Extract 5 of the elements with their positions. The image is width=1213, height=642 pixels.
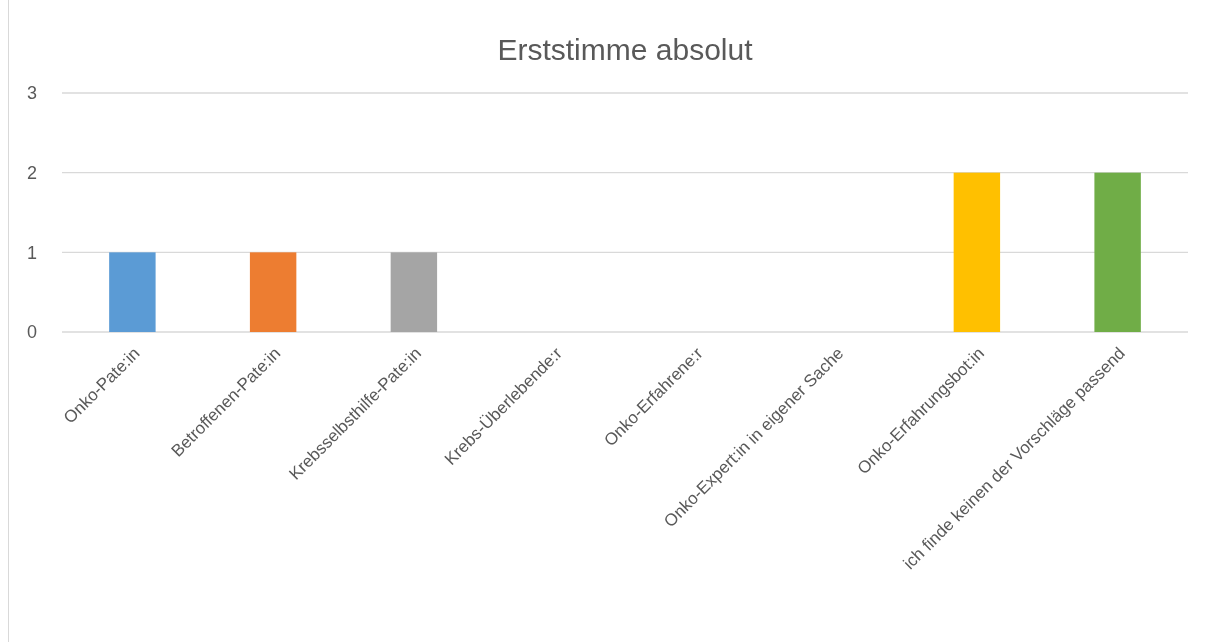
y-tick-label: 3 (26, 83, 37, 104)
y-tick-label: 0 (26, 322, 37, 343)
y-tick-label: 1 (26, 242, 37, 263)
chart-title: Erststimme absolut (497, 33, 754, 66)
y-tick-label: 2 (26, 162, 37, 183)
